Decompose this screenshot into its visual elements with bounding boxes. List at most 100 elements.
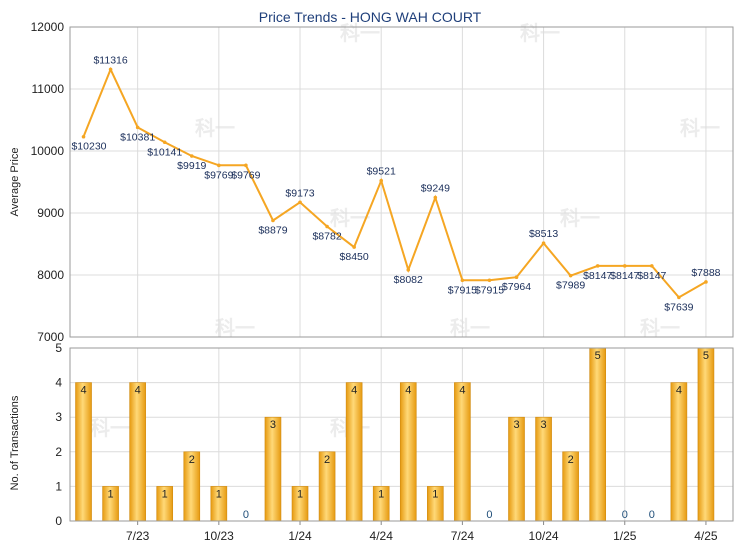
transaction-bar-label-20: 0 [622,509,628,521]
count-x-tick-label-5: 10/24 [529,529,559,543]
price-line-group [82,66,707,299]
count-y-ticks: 0 1 2 3 4 5 [55,341,62,528]
count-y-tick-label-3: 3 [55,410,62,424]
price-label-10: $8450 [340,251,369,263]
count-x-ticks: 7/23 10/23 1/24 4/24 7/24 10/24 1/25 4/25 [126,521,718,543]
transaction-bar-label-22: 4 [676,385,682,397]
price-point-13 [433,195,438,200]
price-point-22 [677,295,681,300]
watermark-7: 科一 [450,316,490,340]
count-plot-frame [69,347,734,522]
count-y-tick-label-1: 1 [55,479,62,493]
count-y-axis-title: No. of Transactions [9,395,21,490]
transaction-bar-label-1: 1 [108,488,114,500]
price-label-0: $10230 [71,141,106,153]
transaction-bar-label-9: 2 [324,454,330,466]
transaction-bar-label-16: 3 [513,419,519,431]
price-point-19 [595,264,600,268]
transaction-bar-0 [75,382,92,522]
count-y-tick-label-4: 4 [55,376,62,390]
watermark-1: 科一 [520,21,560,45]
transaction-bar-16 [508,416,525,522]
transaction-bars [75,347,715,522]
count-y-tick-label-2: 2 [55,445,62,459]
count-y-tick-label-5: 5 [55,341,62,355]
transaction-bar-2 [129,382,146,522]
transaction-bar-label-0: 4 [80,385,86,397]
count-x-tick-label-1: 10/23 [204,529,234,543]
price-y-tick-label-4: 11000 [32,82,65,96]
count-x-tick-label-3: 4/24 [370,529,394,543]
price-label-3: $10141 [147,146,182,158]
count-x-tick-label-6: 1/25 [613,529,637,543]
price-label-16: $7964 [502,281,531,293]
price-points [81,67,708,300]
transaction-bar-label-11: 1 [378,488,384,500]
transaction-bar-7 [264,416,282,522]
price-label-13: $9249 [421,183,450,195]
transaction-bar-label-19: 5 [595,350,601,362]
watermark-4: 科一 [330,206,370,230]
price-point-4 [189,154,194,158]
price-point-20 [622,264,627,268]
transaction-bar-label-23: 5 [703,350,709,362]
price-point-9 [325,224,329,229]
price-label-15: $7915 [475,284,504,296]
price-labels: $10230$11316$10381$10141$9919$9769$9769$… [71,54,720,313]
transaction-bar-label-4: 2 [189,454,195,466]
price-y-tick-label-0: 7000 [37,330,64,344]
price-label-17: $8513 [529,228,558,240]
price-point-6 [244,163,248,168]
count-y-tick-label-0: 0 [55,514,62,528]
price-label-20: $8147 [610,270,639,282]
transaction-bar-label-6: 0 [243,509,249,521]
price-point-8 [298,200,302,205]
price-label-21: $8147 [637,270,666,282]
price-point-3 [162,140,167,145]
price-label-5: $9769 [204,169,233,181]
price-point-16 [514,275,519,280]
watermark-5: 科一 [560,206,600,230]
transaction-bar-labels: 4 1 4 1 2 1 0 3 1 2 4 1 4 1 4 0 3 3 2 5 0 0 4 5 [80,350,709,521]
price-y-tick-label-1: 8000 [37,268,64,282]
watermark-0: 科一 [340,21,380,45]
price-label-4: $9919 [177,160,206,172]
price-label-2: $10381 [120,131,155,143]
price-label-11: $9521 [367,166,396,178]
price-point-10 [352,245,356,249]
price-point-0 [81,134,86,139]
count-x-tick-label-2: 1/24 [288,529,312,543]
price-plot-frame [69,26,734,338]
transaction-bar-label-12: 4 [405,385,411,397]
price-point-23 [704,280,708,284]
price-point-12 [406,268,411,272]
price-point-2 [135,125,140,130]
transaction-bar-label-17: 3 [541,419,547,431]
transaction-bar-23 [697,347,715,522]
count-x-tick-label-7: 4/25 [694,529,718,543]
price-label-7: $8879 [258,225,287,237]
price-label-23: $7888 [691,267,720,279]
transaction-bar-label-7: 3 [270,419,276,431]
transaction-bar-label-13: 1 [432,488,438,500]
transaction-bar-label-21: 0 [649,509,655,521]
price-point-15 [487,278,492,283]
price-point-21 [650,264,654,268]
transaction-bar-label-8: 1 [297,488,303,500]
price-label-14: $7915 [448,284,477,296]
transaction-bar-label-2: 4 [135,385,141,397]
transaction-bar-17 [535,416,552,522]
chart-title: Price Trends - HONG WAH COURT [259,9,482,25]
count-x-tick-label-4: 7/24 [451,529,475,543]
watermark-2: 科一 [195,116,235,140]
price-grid [70,26,733,338]
price-y-ticks: 7000 8000 9000 10000 11000 12000 [31,20,65,344]
price-y-tick-label-2: 9000 [37,206,64,220]
transaction-bar-19 [589,347,606,522]
transaction-bar-22 [670,382,688,522]
watermark-6: 科一 [215,316,255,340]
price-label-6: $9769 [231,169,260,181]
price-point-11 [379,178,384,183]
